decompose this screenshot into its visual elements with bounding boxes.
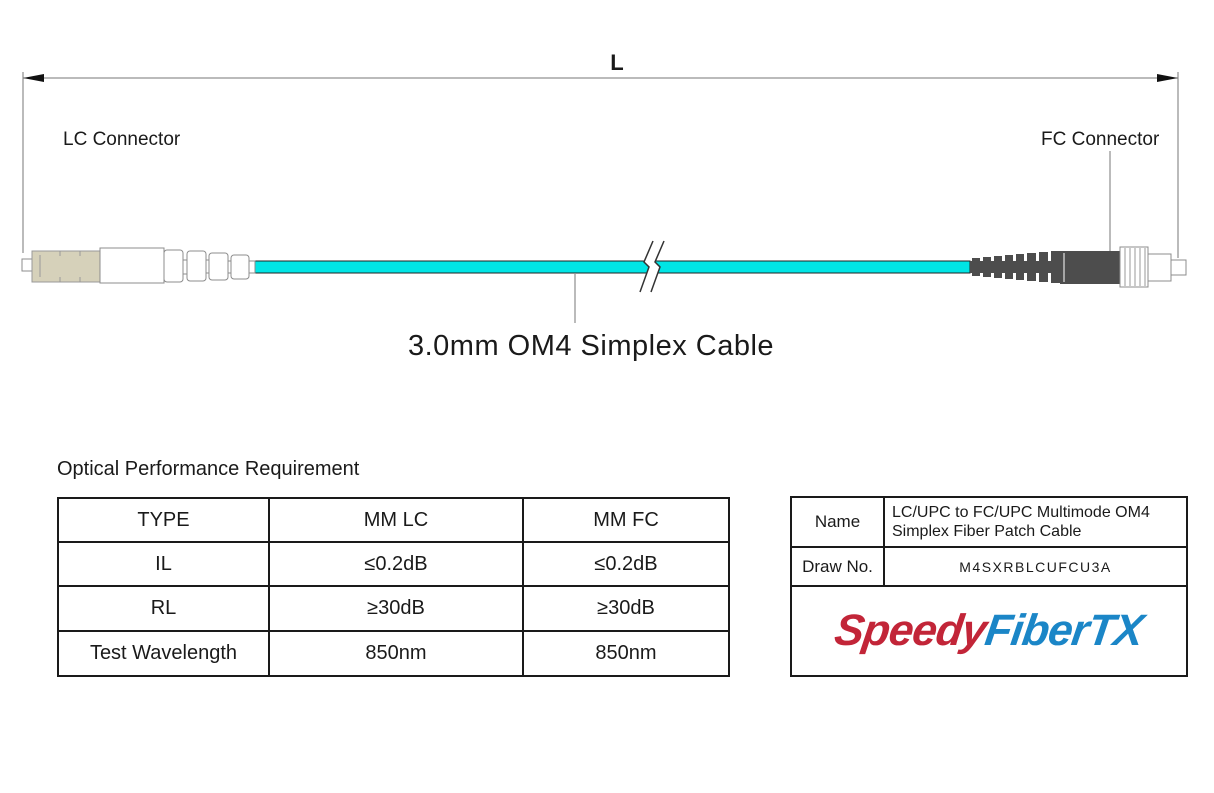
table-row-test-wavelength: Test Wavelength 850nm 850nm	[57, 630, 730, 677]
table-row-rl: RL ≥30dB ≥30dB	[57, 585, 730, 632]
wavelength-mm-lc-value: 850nm	[268, 630, 524, 677]
performance-table: TYPE MM LC MM FC IL ≤0.2dB ≤0.2dB RL ≥30…	[57, 497, 730, 677]
logo-row: SpeedyFiberTX	[792, 587, 1186, 675]
product-name-value: LC/UPC to FC/UPC Multimode OM4 Simplex F…	[892, 504, 1150, 540]
fc-connector-drawing	[970, 246, 1187, 288]
table-row-il: IL ≤0.2dB ≤0.2dB	[57, 541, 730, 587]
fc-body	[1060, 251, 1120, 284]
fc-boot	[970, 251, 1062, 283]
lc-ferrule	[21, 258, 34, 272]
row-label: Test Wavelength	[57, 630, 270, 677]
logo-speedy-text: Speedy	[831, 606, 990, 655]
title-block-name-row: Name LC/UPC to FC/UPC Multimode OM4 Simp…	[792, 498, 1186, 548]
lc-boot	[163, 249, 256, 283]
cable-type-label: 3.0mm OM4 Simplex Cable	[407, 330, 775, 362]
fc-step	[1147, 253, 1172, 282]
draw-no-value: M4SXRBLCUFCU3A	[959, 558, 1112, 575]
title-block-drawno-row: Draw No. M4SXRBLCUFCU3A	[792, 548, 1186, 587]
il-mm-lc-value: ≤0.2dB	[268, 541, 524, 587]
fc-connector-label: FC Connector	[1041, 129, 1160, 150]
lc-latch-housing	[99, 247, 165, 284]
length-dimension-label: L	[610, 50, 624, 75]
length-dimension-line	[22, 72, 1179, 258]
header-type: TYPE	[57, 497, 270, 543]
dimension-arrow-right	[1157, 74, 1178, 82]
fc-coupling-nut	[1119, 246, 1149, 288]
performance-section-title: Optical Performance Requirement	[57, 458, 360, 480]
header-mm-lc: MM LC	[268, 497, 524, 543]
fiber-cable	[252, 260, 971, 274]
cable-break-symbol	[639, 240, 665, 293]
rl-mm-fc-value: ≥30dB	[522, 585, 730, 632]
draw-no-label: Draw No.	[792, 548, 885, 585]
lc-body	[31, 250, 101, 283]
fc-ferrule	[1170, 259, 1187, 276]
il-mm-fc-value: ≤0.2dB	[522, 541, 730, 587]
title-block: Name LC/UPC to FC/UPC Multimode OM4 Simp…	[790, 496, 1188, 677]
cable-assembly-drawing	[21, 72, 1187, 323]
wavelength-mm-fc-value: 850nm	[522, 630, 730, 677]
lc-connector-label: LC Connector	[63, 129, 181, 150]
name-label: Name	[792, 498, 885, 546]
rl-mm-lc-value: ≥30dB	[268, 585, 524, 632]
row-label: RL	[57, 585, 270, 632]
logo-fibertx-text: FiberTX	[982, 606, 1147, 655]
table-header-row: TYPE MM LC MM FC	[57, 497, 730, 543]
speedyfibertx-logo: SpeedyFiberTX	[832, 606, 1146, 656]
lc-connector-drawing	[21, 247, 256, 284]
dimension-arrow-left	[23, 74, 44, 82]
header-mm-fc: MM FC	[522, 497, 730, 543]
row-label: IL	[57, 541, 270, 587]
